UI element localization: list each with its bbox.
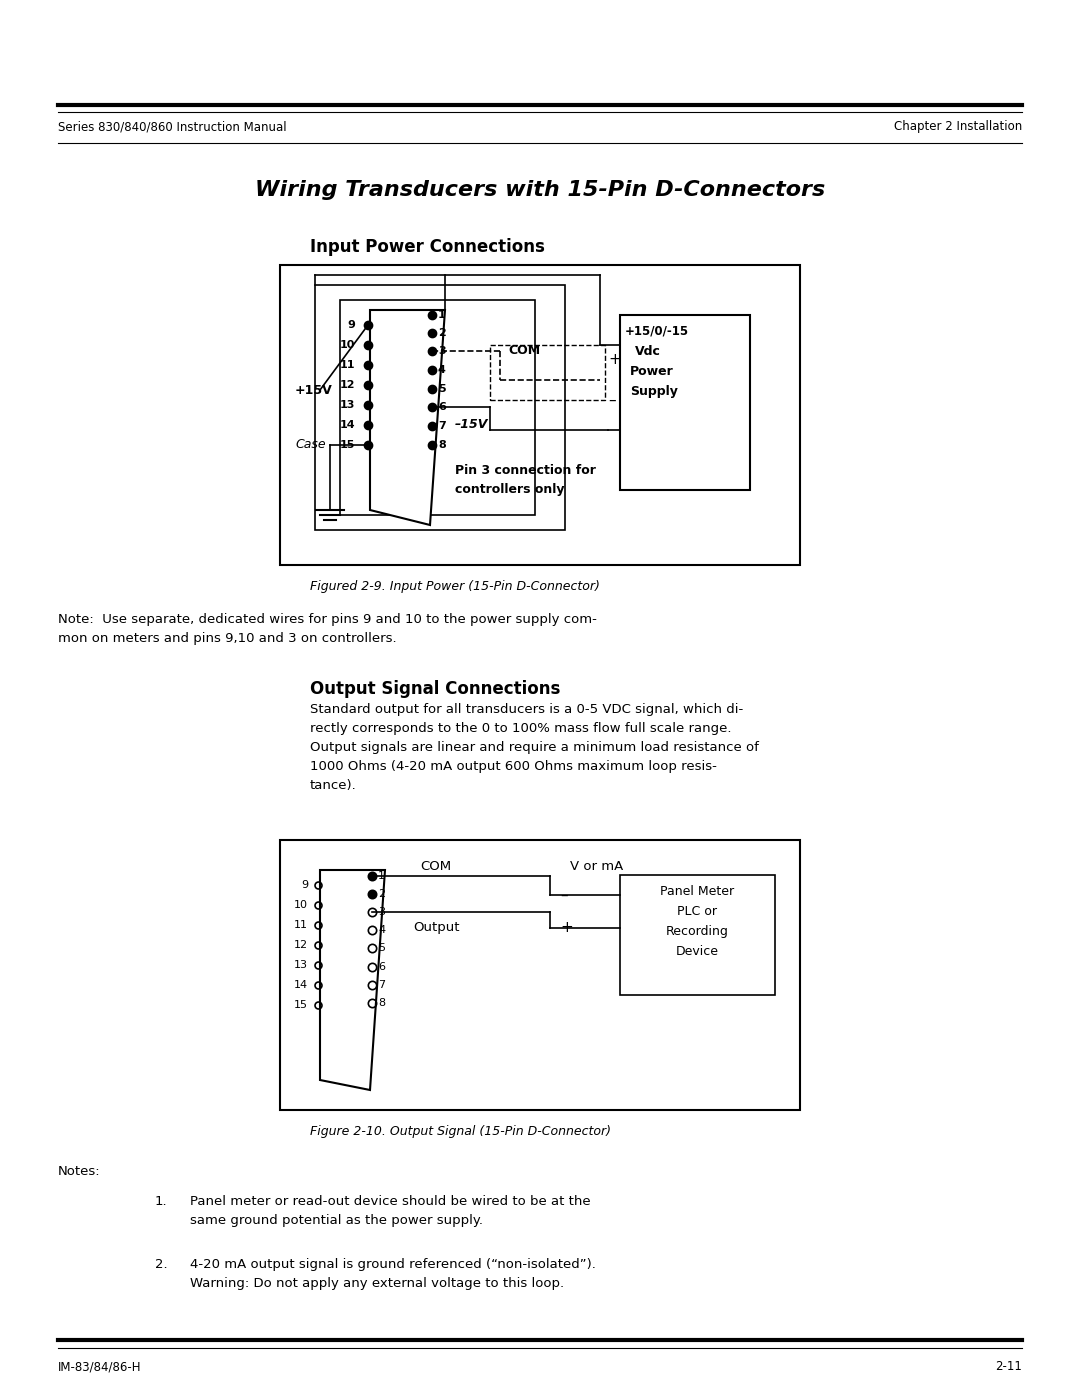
Bar [280, 840, 800, 1111]
Text: 3: 3 [378, 907, 384, 916]
Text: –: – [608, 393, 616, 408]
Text: –15V: –15V [455, 419, 488, 432]
Bar [620, 875, 775, 995]
Text: PLC or: PLC or [677, 905, 717, 918]
Text: COM: COM [508, 344, 540, 356]
Text: controllers only: controllers only [455, 483, 565, 496]
Text: 4: 4 [378, 925, 386, 935]
Text: Figured 2-9. Input Power (15-Pin D-Connector): Figured 2-9. Input Power (15-Pin D-Conne… [310, 580, 599, 592]
Text: 2: 2 [438, 328, 446, 338]
Text: 7: 7 [438, 420, 446, 432]
Text: 15: 15 [339, 440, 355, 450]
Bar [620, 314, 750, 490]
Text: Panel meter or read-out device should be wired to be at the
same ground potentia: Panel meter or read-out device should be… [190, 1194, 591, 1227]
Text: 11: 11 [339, 360, 355, 370]
Text: 7: 7 [378, 981, 386, 990]
Text: +: + [608, 352, 621, 367]
Text: 4: 4 [438, 365, 446, 374]
Text: 14: 14 [294, 981, 308, 990]
Text: 6: 6 [378, 963, 384, 972]
Text: +: + [561, 921, 572, 936]
Text: Supply: Supply [630, 386, 678, 398]
Text: Series 830/840/860 Instruction Manual: Series 830/840/860 Instruction Manual [58, 120, 286, 133]
Text: Output Signal Connections: Output Signal Connections [310, 680, 561, 698]
Text: 9: 9 [301, 880, 308, 890]
Text: Figure 2-10. Output Signal (15-Pin D-Connector): Figure 2-10. Output Signal (15-Pin D-Con… [310, 1125, 611, 1139]
Text: Wiring Transducers with 15-Pin D-Connectors: Wiring Transducers with 15-Pin D-Connect… [255, 180, 825, 200]
Text: 9: 9 [347, 320, 355, 330]
Text: +15/0/-15: +15/0/-15 [625, 326, 689, 338]
Polygon shape [370, 310, 445, 525]
Text: 10: 10 [294, 900, 308, 909]
Text: Device: Device [675, 944, 718, 958]
Text: 8: 8 [438, 440, 446, 450]
Text: 4-20 mA output signal is ground referenced (“non-isolated”).
Warning: Do not app: 4-20 mA output signal is ground referenc… [190, 1259, 596, 1289]
Text: 6: 6 [438, 402, 446, 412]
Text: COM: COM [420, 861, 451, 873]
Text: 12: 12 [294, 940, 308, 950]
Text: Vdc: Vdc [635, 345, 661, 358]
Text: 5: 5 [378, 943, 384, 953]
Text: 13: 13 [294, 960, 308, 970]
Text: Recording: Recording [665, 925, 728, 937]
Text: 3: 3 [438, 346, 446, 356]
Text: Note:  Use separate, dedicated wires for pins 9 and 10 to the power supply com-
: Note: Use separate, dedicated wires for … [58, 613, 597, 645]
Polygon shape [320, 870, 384, 1090]
Text: 12: 12 [339, 380, 355, 390]
Text: +15V: +15V [295, 384, 333, 397]
Text: Output: Output [413, 922, 459, 935]
Text: 2-11: 2-11 [995, 1361, 1022, 1373]
Text: –: – [561, 887, 568, 902]
Text: 2: 2 [378, 888, 386, 900]
Text: Chapter 2 Installation: Chapter 2 Installation [894, 120, 1022, 133]
Text: Standard output for all transducers is a 0-5 VDC signal, which di-
rectly corres: Standard output for all transducers is a… [310, 703, 759, 792]
Text: Input Power Connections: Input Power Connections [310, 237, 545, 256]
Bar [280, 265, 800, 564]
Bar [340, 300, 535, 515]
Text: Notes:: Notes: [58, 1165, 100, 1178]
Text: Case: Case [295, 439, 326, 451]
Bar [490, 345, 605, 400]
Text: 2.: 2. [156, 1259, 167, 1271]
Text: 14: 14 [339, 420, 355, 430]
Text: IM-83/84/86-H: IM-83/84/86-H [58, 1361, 141, 1373]
Text: Panel Meter: Panel Meter [660, 886, 734, 898]
Bar [315, 285, 565, 529]
Text: Pin 3 connection for: Pin 3 connection for [455, 464, 596, 476]
Text: Power: Power [630, 365, 674, 379]
Text: 11: 11 [294, 921, 308, 930]
Text: 1.: 1. [156, 1194, 167, 1208]
Text: 1: 1 [438, 310, 446, 320]
Text: 13: 13 [339, 400, 355, 409]
Text: 15: 15 [294, 1000, 308, 1010]
Text: 10: 10 [339, 339, 355, 351]
Text: V or mA: V or mA [570, 861, 623, 873]
Text: 1: 1 [378, 870, 384, 882]
Text: 5: 5 [438, 384, 446, 394]
Text: 8: 8 [378, 997, 386, 1009]
